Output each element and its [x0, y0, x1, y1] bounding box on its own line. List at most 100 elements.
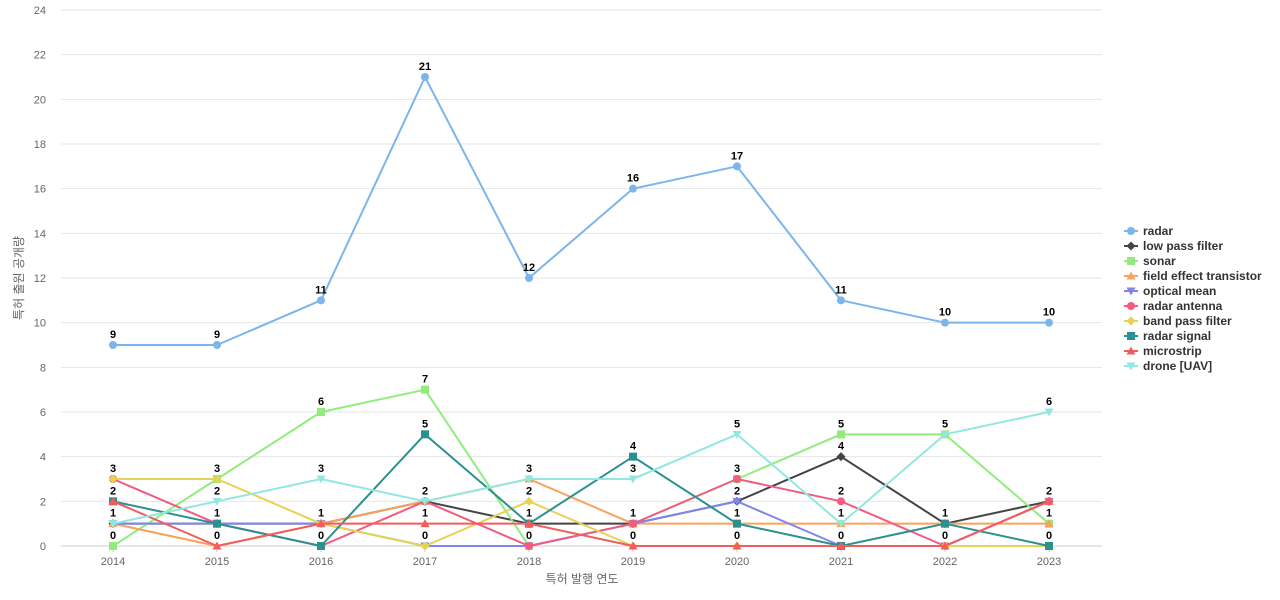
data-point [108, 496, 118, 505]
series-line [112, 411, 1050, 525]
legend-swatch-marker [1126, 362, 1136, 371]
legend-swatch-marker [1127, 257, 1135, 265]
data-point [629, 452, 637, 461]
data-point [836, 541, 846, 550]
data-label-layer: 9321093210116310217521012321016431017532… [110, 61, 1055, 542]
legend-item[interactable]: radar signal [1124, 329, 1211, 343]
series-line [113, 76, 1049, 346]
legend-swatch-marker [1126, 271, 1136, 280]
data-label: 2 [526, 485, 532, 497]
data-label: 11 [315, 284, 327, 296]
legend-item[interactable]: low pass filter [1124, 239, 1223, 253]
data-label: 10 [939, 307, 951, 319]
legend-item[interactable]: microstrip [1124, 344, 1202, 358]
data-point [109, 542, 117, 550]
legend-item[interactable]: drone [UAV] [1124, 359, 1212, 373]
legend-item[interactable]: radar antenna [1124, 299, 1223, 313]
data-point [837, 430, 845, 439]
legend-item[interactable]: band pass filter [1124, 314, 1232, 328]
data-point [525, 542, 533, 550]
data-point [317, 408, 325, 416]
y-tick-label: 24 [34, 5, 46, 17]
series-sonar [109, 385, 1053, 550]
data-label: 1 [526, 508, 532, 520]
data-point [524, 496, 534, 506]
legend-swatch-marker [1126, 316, 1136, 326]
data-label: 1 [110, 508, 116, 520]
legend-label: sonar [1143, 254, 1176, 268]
data-label: 3 [734, 463, 740, 475]
legend-item[interactable]: field effect transistor [1124, 269, 1262, 283]
data-point [837, 497, 845, 506]
legend-label: field effect transistor [1143, 269, 1262, 283]
data-point [421, 385, 429, 394]
data-label: 1 [1046, 508, 1052, 520]
data-point [108, 474, 118, 484]
legend-item[interactable]: sonar [1124, 254, 1176, 268]
data-point [732, 430, 742, 439]
x-tick-label: 2020 [725, 556, 749, 568]
data-point [524, 475, 534, 484]
data-point [836, 452, 846, 462]
y-tick-label: 16 [34, 184, 46, 196]
data-point [524, 519, 534, 528]
data-label: 4 [630, 441, 637, 453]
legend-item[interactable]: optical mean [1124, 284, 1216, 298]
data-point [108, 520, 118, 529]
y-tick-label: 0 [40, 541, 46, 553]
x-tick-label: 2015 [205, 556, 229, 568]
legend-label: radar [1143, 224, 1173, 238]
data-label: 5 [422, 418, 428, 430]
data-label: 2 [214, 485, 220, 497]
legend-label: microstrip [1143, 344, 1202, 358]
data-point [212, 497, 222, 506]
data-point [733, 475, 741, 483]
data-label: 2 [422, 485, 428, 497]
data-point [421, 430, 429, 439]
data-point [837, 296, 845, 305]
data-point [109, 341, 117, 349]
axis-layer: 특허 발행 연도 특허 출원 공개량 [12, 236, 618, 586]
data-point [628, 541, 638, 550]
legend-label: drone [UAV] [1143, 359, 1212, 373]
data-point [629, 184, 637, 193]
data-point [1044, 496, 1054, 505]
data-label: 9 [214, 329, 220, 341]
data-point [629, 519, 637, 528]
data-label: 0 [526, 530, 532, 542]
data-label: 0 [422, 530, 428, 542]
data-label: 21 [419, 61, 431, 73]
data-label: 5 [734, 418, 740, 430]
data-point [317, 296, 325, 305]
data-point [316, 519, 326, 528]
x-tick-label: 2021 [829, 556, 853, 568]
y-tick-label: 2 [40, 496, 46, 508]
data-label: 0 [734, 530, 740, 542]
data-point [941, 519, 949, 528]
legend-swatch-marker [1127, 332, 1135, 340]
legend-swatch-marker [1126, 241, 1136, 251]
y-tick-label: 22 [34, 50, 46, 62]
data-label: 0 [942, 530, 948, 542]
legend-label: radar antenna [1143, 299, 1223, 313]
data-label: 3 [318, 463, 324, 475]
x-axis-title: 특허 발행 연도 [546, 571, 619, 586]
data-point [940, 541, 950, 550]
y-tick-label: 12 [34, 273, 46, 285]
legend-label: optical mean [1143, 284, 1216, 298]
data-point [1045, 318, 1053, 327]
data-point [420, 497, 430, 506]
data-point [316, 475, 326, 484]
series-line [112, 388, 1050, 547]
data-label: 2 [734, 485, 740, 497]
data-point [420, 519, 430, 528]
series-drone-uav [108, 408, 1054, 529]
data-label: 12 [523, 262, 535, 274]
data-label: 9 [110, 329, 116, 341]
y-tick-label: 20 [34, 94, 46, 106]
legend-item[interactable]: radar [1124, 224, 1173, 238]
data-point [212, 541, 222, 550]
